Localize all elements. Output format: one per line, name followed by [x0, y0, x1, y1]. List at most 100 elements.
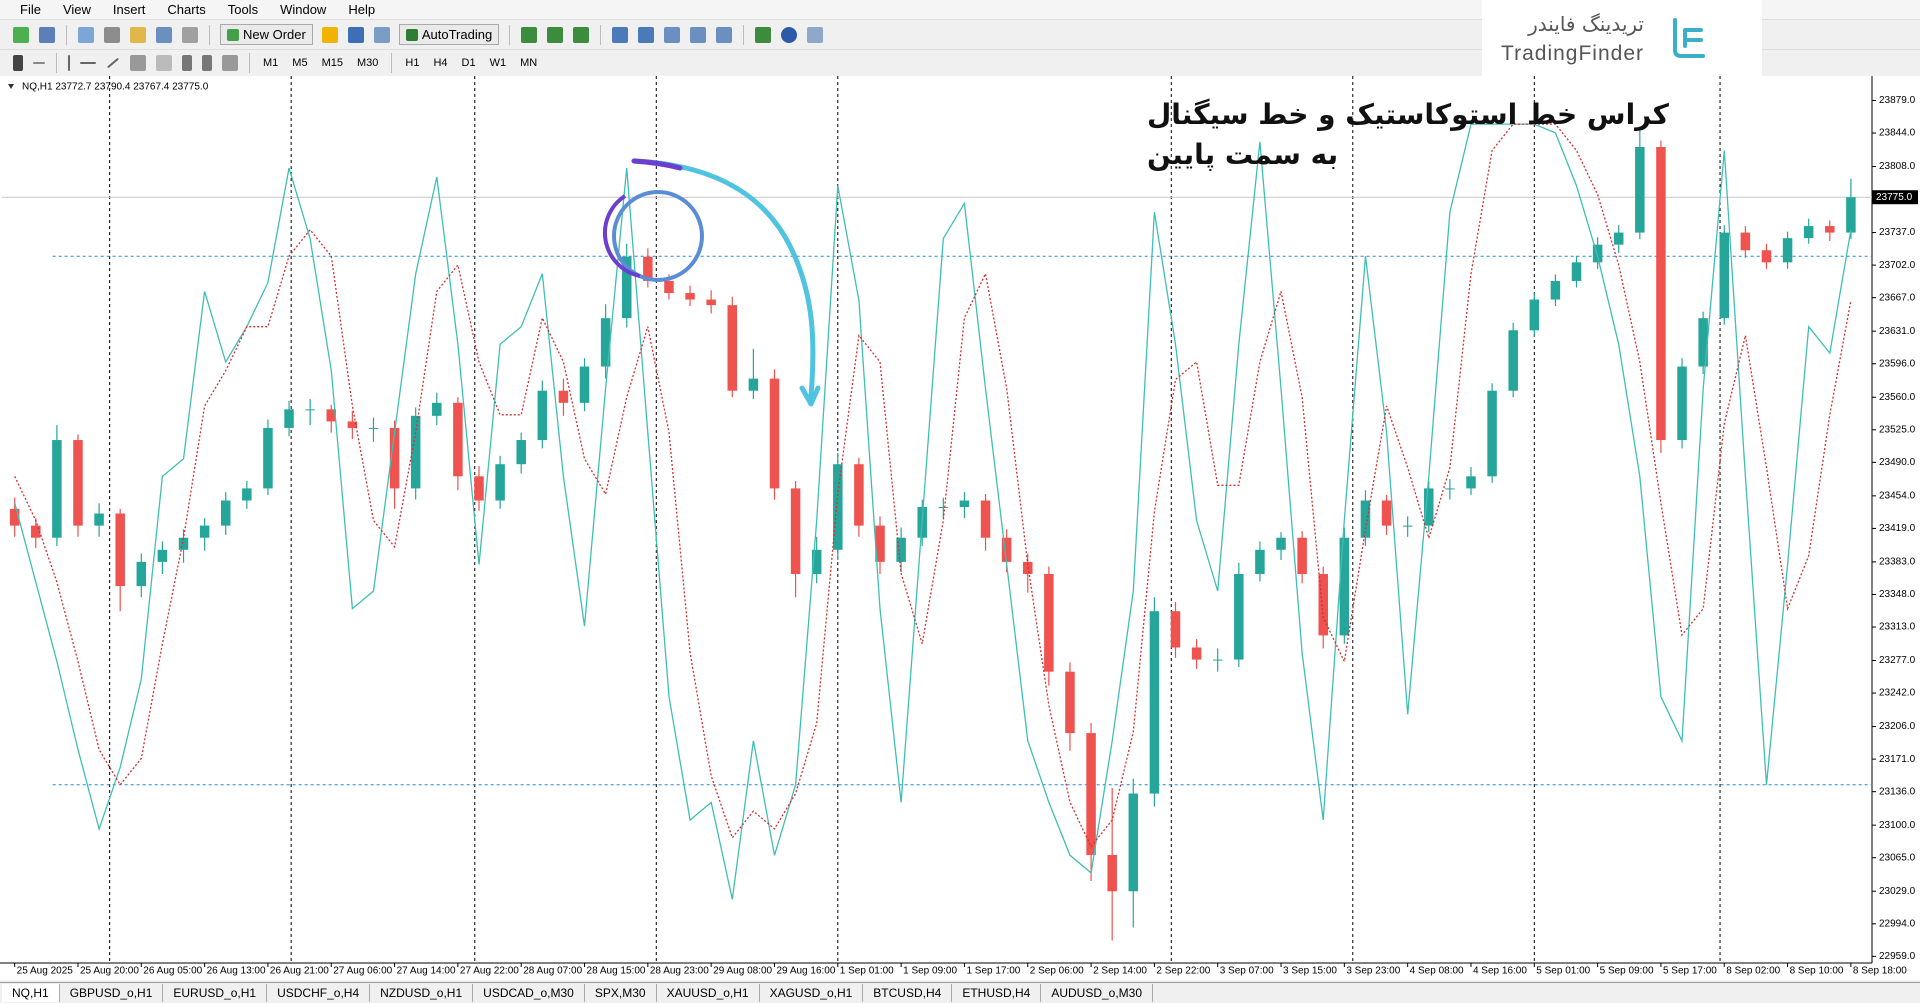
chart-tab[interactable]: XAUUSD_o,H1: [657, 984, 760, 1002]
candle-body: [31, 525, 41, 538]
timeframe[interactable]: M15: [321, 56, 343, 69]
channel-icon[interactable]: [130, 54, 146, 71]
scroll-icon[interactable]: [690, 26, 707, 43]
x-tick-label: 1 Sep 17:00: [966, 966, 1020, 977]
experts-icon[interactable]: [347, 26, 364, 43]
chart-tab[interactable]: AUDUSD_o,M30: [1041, 984, 1154, 1002]
timeframe[interactable]: W1: [489, 56, 507, 69]
trendline-icon[interactable]: [106, 57, 120, 68]
chart-tab[interactable]: NZDUSD_o,H1: [370, 984, 474, 1002]
candle-body: [1698, 318, 1708, 367]
menu-item[interactable]: View: [62, 2, 91, 17]
label-icon[interactable]: [202, 54, 212, 71]
annotation-arrow: [631, 158, 816, 399]
line-chart-icon[interactable]: [573, 26, 590, 43]
menu-item[interactable]: Help: [348, 2, 376, 17]
chart-tab[interactable]: GBPUSD_o,H1: [60, 984, 164, 1002]
new-order-label: New Order: [243, 27, 306, 42]
menu-item[interactable]: Tools: [227, 2, 259, 17]
candle-body: [938, 507, 949, 509]
timeframe[interactable]: M5: [292, 56, 308, 69]
x-tick-label: 28 Aug 15:00: [587, 966, 646, 977]
periods-icon[interactable]: [781, 26, 798, 43]
tile-icon[interactable]: [664, 26, 681, 43]
timeframe[interactable]: MN: [520, 56, 538, 69]
terminal-icon[interactable]: [156, 26, 172, 43]
y-tick-label: 23560.0: [1879, 392, 1916, 403]
vline-icon[interactable]: [68, 54, 70, 71]
y-tick-label: 23737.0: [1879, 227, 1916, 238]
y-tick-label: 23348.0: [1879, 589, 1916, 600]
candle-body: [1719, 232, 1730, 319]
candle-body: [94, 513, 104, 526]
templates-icon[interactable]: [807, 26, 824, 43]
chart-tab[interactable]: NQ,H1: [2, 984, 60, 1002]
candle-chart-icon[interactable]: [547, 26, 564, 43]
chart-tab[interactable]: SPX,M30: [585, 984, 657, 1002]
metaeditor-icon[interactable]: [321, 26, 338, 43]
chart-tab[interactable]: USDCHF_o,H4: [267, 984, 371, 1002]
shift-icon[interactable]: [716, 26, 733, 43]
arrows-icon[interactable]: [222, 54, 238, 71]
tester-icon[interactable]: [182, 26, 198, 43]
crosshair-icon[interactable]: [33, 61, 45, 64]
x-tick-label: 1 Sep 01:00: [840, 966, 894, 977]
menu-item[interactable]: Window: [280, 2, 327, 17]
y-tick-label: 23702.0: [1879, 260, 1916, 271]
x-tick-label: 5 Sep 01:00: [1536, 966, 1590, 977]
chart-tab[interactable]: USDCAD_o,M30: [473, 984, 585, 1002]
data-window-icon[interactable]: [104, 26, 120, 43]
cursor-icon[interactable]: [13, 54, 23, 71]
x-tick-label: 3 Sep 15:00: [1283, 966, 1337, 977]
zoom-out-icon[interactable]: [638, 26, 655, 43]
fibo-icon[interactable]: [156, 54, 172, 71]
candle-body: [1001, 537, 1012, 562]
chart-tab[interactable]: ETHUSD,H4: [952, 984, 1042, 1002]
market-watch-icon[interactable]: [78, 26, 94, 43]
timeframe[interactable]: M1: [263, 56, 279, 69]
candle-body: [748, 378, 759, 391]
text-icon[interactable]: [182, 54, 192, 71]
navigator-icon[interactable]: [130, 26, 146, 43]
chart-tab[interactable]: EURUSD_o,H1: [163, 984, 268, 1002]
candle-body: [1212, 659, 1223, 661]
separator: [56, 52, 57, 73]
chart-tabs: NQ,H1 GBPUSD_o,H1 EURUSD_o,H1 USDCHF_o,H4 NZ…: [0, 982, 1920, 1003]
autotrading-button[interactable]: AutoTrading: [398, 24, 500, 45]
candle-body: [516, 440, 526, 465]
profiles-icon[interactable]: [39, 26, 55, 43]
chart-tab[interactable]: XAGUSD_o,H1: [760, 984, 864, 1002]
zoom-in-icon[interactable]: [612, 26, 629, 43]
bar-chart-icon[interactable]: [521, 26, 538, 43]
hline-icon[interactable]: [80, 61, 96, 64]
candle-body: [157, 549, 168, 562]
timeframe[interactable]: H4: [433, 56, 448, 69]
candle-body: [136, 561, 147, 587]
candle-body: [1297, 537, 1307, 574]
candle-body: [1508, 330, 1518, 391]
chart-tab[interactable]: BTCUSD,H4: [863, 984, 953, 1002]
candle-body: [959, 500, 970, 508]
candle-body: [1613, 232, 1624, 245]
new-chart-icon[interactable]: [13, 26, 29, 43]
candle-body: [1381, 500, 1392, 526]
candle-body: [875, 525, 885, 562]
candle-body: [1592, 244, 1603, 263]
new-order-button[interactable]: New Order: [220, 24, 313, 45]
x-tick-label: 29 Aug 08:00: [713, 966, 772, 977]
timeframe[interactable]: M30: [356, 56, 379, 69]
timeframe[interactable]: D1: [461, 56, 476, 69]
candle-body: [579, 366, 590, 403]
timeframe[interactable]: H1: [405, 56, 420, 69]
candle-body: [706, 299, 716, 306]
menu-item[interactable]: File: [20, 2, 41, 17]
menu-item[interactable]: Insert: [112, 2, 146, 17]
logo-mark: [1673, 18, 1705, 58]
y-tick-label: 23171.0: [1879, 754, 1916, 765]
menu-item[interactable]: Charts: [167, 2, 206, 17]
candle-body: [1846, 197, 1856, 233]
indicators-icon[interactable]: [755, 26, 772, 43]
signals-icon[interactable]: [373, 26, 390, 43]
candle-body: [432, 402, 442, 416]
